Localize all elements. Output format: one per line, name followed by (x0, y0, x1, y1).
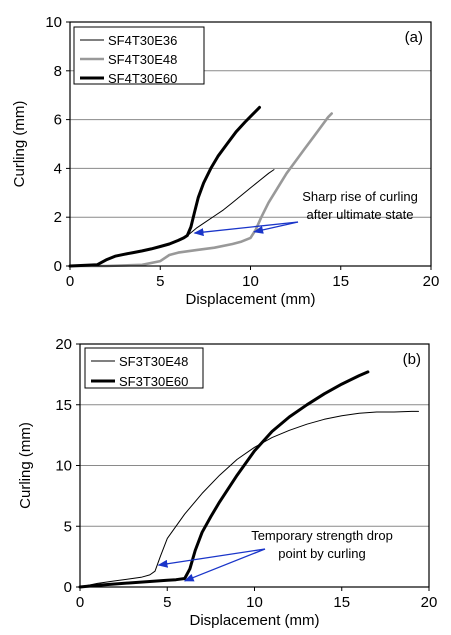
x-tick-label: 20 (423, 273, 440, 290)
annotation-arrow (193, 221, 299, 237)
annotation-arrow (157, 548, 266, 568)
chart-panel-a: 0 2 4 6 8 10 0 5 10 15 20 Displacement (mm) Curling … (11, 14, 439, 308)
annotation-arrow (183, 548, 266, 582)
x-axis-label: Displacement (mm) (185, 291, 315, 308)
y-tick-label: 5 (64, 518, 72, 535)
plot-frame (69, 21, 432, 267)
series-line (68, 105, 261, 268)
y-tick-label: 6 (54, 112, 62, 129)
y-tick-label: 2 (54, 209, 62, 226)
chart-panel-b: 0 5 10 15 20 0 5 10 15 20 Displacement (mm) Curling… (17, 336, 437, 629)
x-tick-label: 15 (333, 594, 350, 611)
legend: SF4T30E36 SF4T30E48 SF4T30E60 (73, 26, 205, 86)
x-tick-label: 5 (163, 594, 171, 611)
annotation-arrow (253, 221, 299, 234)
annotation-text: Temporary strength drop (251, 528, 393, 543)
y-tick-label: 10 (55, 458, 72, 475)
y-tick-label: 0 (64, 579, 72, 596)
annotation-text: point by curling (278, 546, 365, 561)
y-axis-label: Curling (mm) (11, 101, 28, 188)
x-axis-label: Displacement (mm) (189, 612, 319, 629)
legend-entry: SF4T30E60 (108, 71, 177, 86)
series-line (79, 410, 419, 588)
series-line (69, 169, 275, 267)
y-tick-label: 0 (54, 258, 62, 275)
y-tick-label: 4 (54, 160, 62, 177)
legend-entry: SF4T30E48 (108, 52, 177, 67)
legend: SF3T30E48 SF3T30E60 (84, 347, 204, 389)
x-tick-label: 0 (66, 273, 74, 290)
x-tick-label: 15 (332, 273, 349, 290)
panel-label: (b) (403, 351, 421, 368)
y-tick-label: 8 (54, 63, 62, 80)
x-tick-label: 0 (76, 594, 84, 611)
series-line (78, 370, 370, 589)
y-axis-label: Curling (mm) (17, 422, 34, 509)
legend-box (73, 26, 205, 85)
y-tick-label: 15 (55, 397, 72, 414)
y-tick-label: 20 (55, 336, 72, 353)
x-tick-label: 5 (156, 273, 164, 290)
x-tick-label: 10 (246, 594, 263, 611)
plot-frame (79, 343, 430, 588)
x-tick-label: 20 (421, 594, 438, 611)
x-tick-label: 10 (242, 273, 259, 290)
annotation-text: Sharp rise of curling (302, 189, 418, 204)
legend-entry: SF3T30E48 (119, 354, 188, 369)
legend-entry: SF4T30E36 (108, 33, 177, 48)
y-tick-label: 10 (45, 14, 62, 31)
annotation-text: after ultimate state (307, 207, 414, 222)
panel-label: (a) (405, 29, 423, 46)
legend-entry: SF3T30E60 (119, 374, 188, 389)
